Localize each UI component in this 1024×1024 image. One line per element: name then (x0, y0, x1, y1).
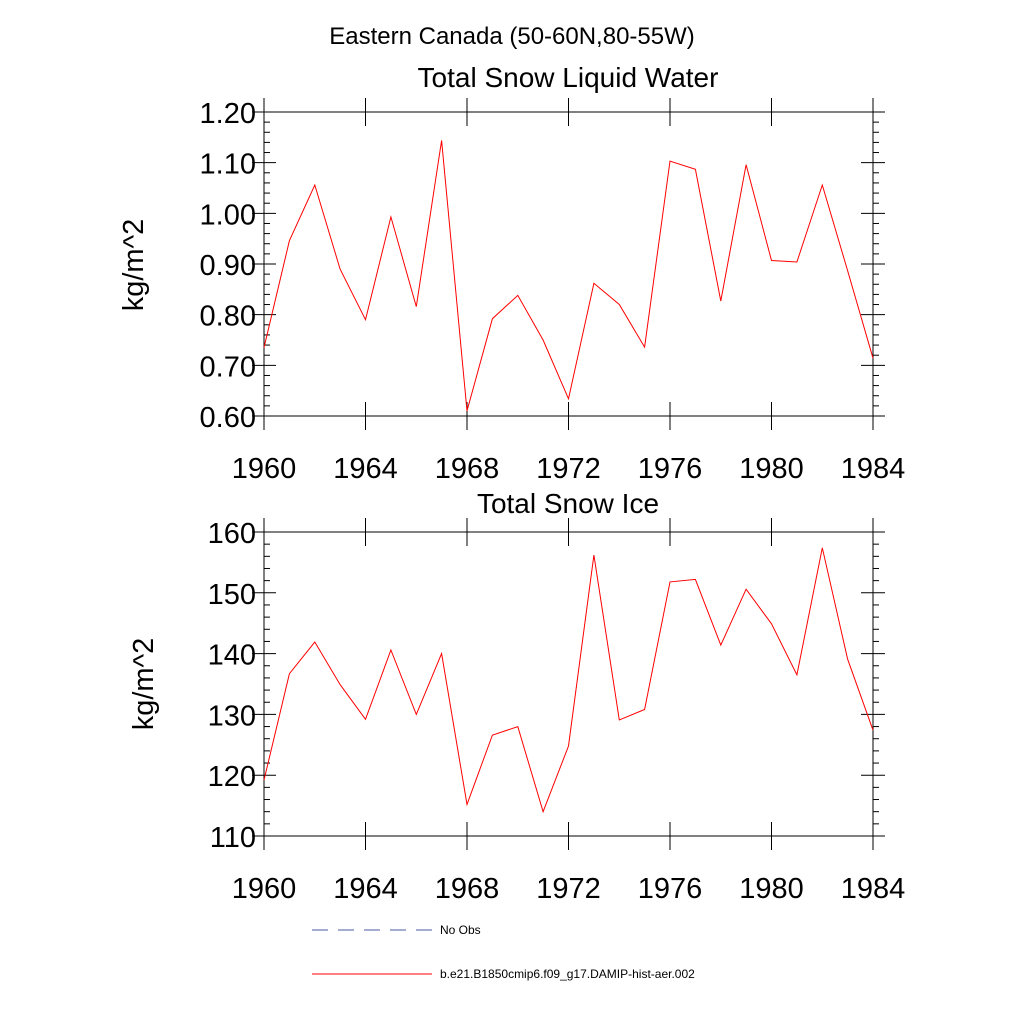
y-tick-label: 1.20 (200, 98, 256, 130)
y-tick-label: 110 (210, 822, 256, 854)
y-tick-label: 1.10 (200, 149, 256, 181)
panel-snow-liquid-water: Total Snow Liquid Water kg/m^2 0.60 0.70 0… (118, 62, 905, 485)
panel-title: Total Snow Ice (477, 488, 659, 519)
y-tick-label: 0.90 (200, 250, 256, 282)
y-tick-label: 160 (208, 518, 256, 550)
y-tick-label: 130 (208, 700, 256, 732)
x-tick-label: 1964 (333, 873, 398, 905)
y-tick-label: 150 (208, 579, 256, 611)
x-tick-label: 1984 (841, 453, 906, 485)
legend-label-no-obs: No Obs (440, 923, 481, 937)
x-tick-label: 1960 (232, 453, 297, 485)
x-tick-label: 1980 (739, 873, 804, 905)
x-tick-label: 1976 (638, 873, 703, 905)
panel-title: Total Snow Liquid Water (418, 62, 719, 93)
panel-snow-ice: Total Snow Ice kg/m^2 110 120 130 140 150 160… (128, 488, 905, 905)
y-tick-label: 1.00 (200, 199, 256, 231)
y-tick-label: 140 (208, 640, 256, 672)
legend-label-model: b.e21.B1850cmip6.f09_g17.DAMIP-hist-aer.… (440, 967, 695, 981)
y-axis-label: kg/m^2 (128, 638, 160, 731)
legend: No Obs b.e21.B1850cmip6.f09_g17.DAMIP-hi… (312, 923, 695, 981)
series-line (263, 140, 874, 412)
x-tick-label: 1964 (333, 453, 398, 485)
x-tick-label: 1984 (841, 873, 906, 905)
y-tick-label: 120 (208, 761, 256, 793)
figure-title: Eastern Canada (50-60N,80-55W) (329, 23, 695, 50)
x-tick-label: 1968 (435, 873, 500, 905)
y-tick-label: 0.80 (200, 301, 256, 333)
y-axis-label: kg/m^2 (118, 219, 150, 312)
plot-frame (263, 531, 874, 837)
y-tick-label: 0.70 (200, 351, 256, 383)
y-tick-label: 0.60 (200, 402, 256, 434)
x-tick-label: 1972 (536, 453, 601, 485)
x-tick-label: 1972 (536, 873, 601, 905)
plot-frame (263, 111, 874, 417)
x-tick-label: 1968 (435, 453, 500, 485)
x-tick-label: 1976 (638, 453, 703, 485)
x-tick-label: 1980 (739, 453, 804, 485)
x-tick-label: 1960 (232, 873, 297, 905)
series-line (263, 547, 874, 814)
